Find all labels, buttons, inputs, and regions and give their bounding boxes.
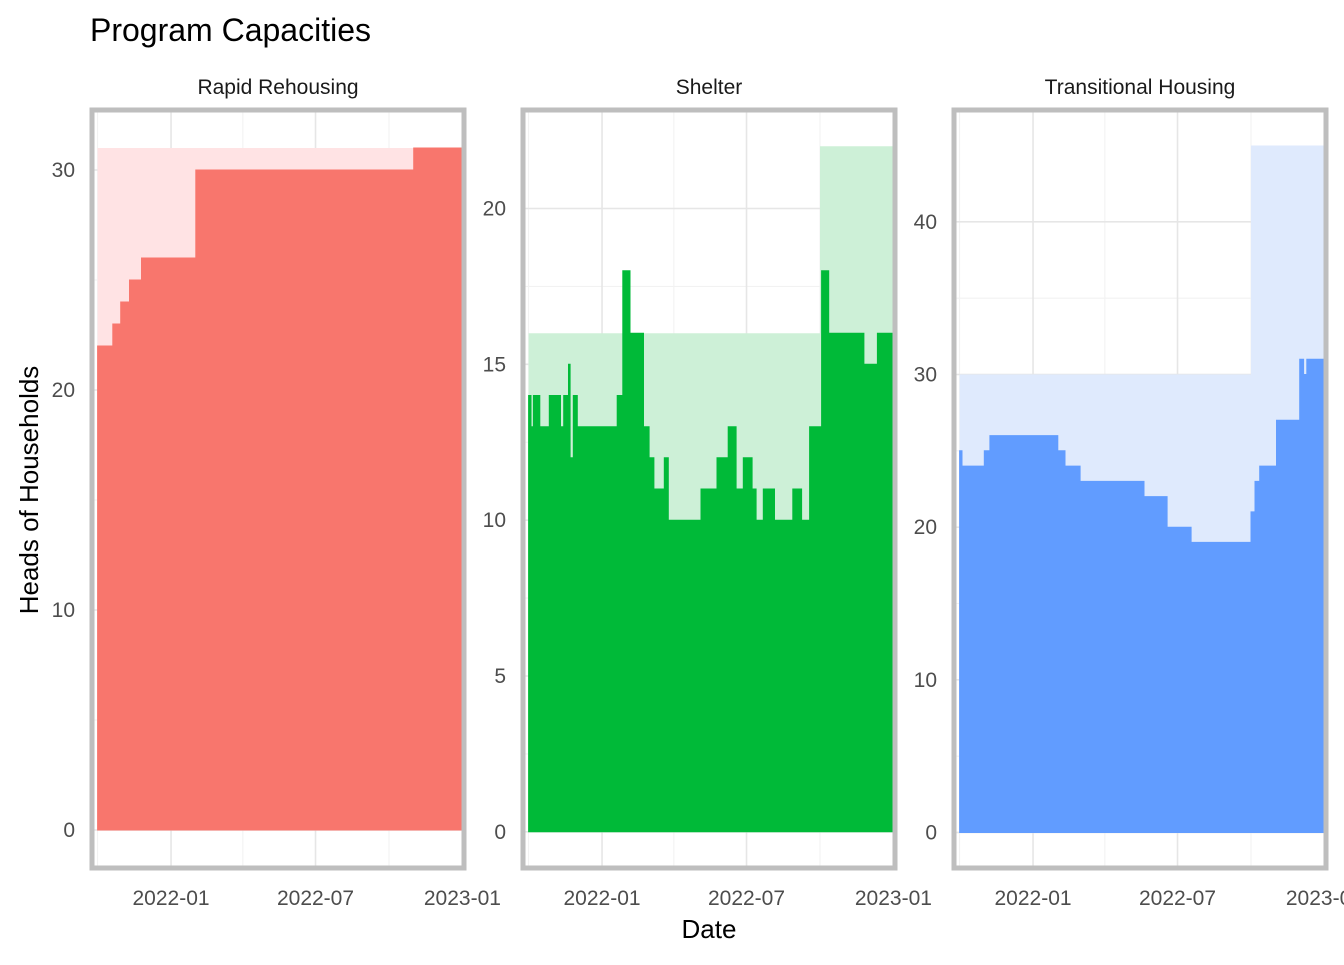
panel-border (951, 107, 1329, 871)
y-axis-title: Heads of Households (14, 366, 44, 615)
utilization-area-rapid-rehousing (97, 147, 463, 831)
y-tick-label: 0 (494, 821, 506, 844)
panel-border (89, 107, 467, 871)
panel-rapid-rehousing: Rapid Rehousing 0 10 20 30 2022-01 2022-07 2023… (52, 76, 501, 910)
x-axis-title: Date (682, 914, 737, 944)
x-tick-label: 2022-01 (563, 887, 640, 910)
panel-strip-label: Transitional Housing (1045, 76, 1236, 99)
x-tick-label: 2022-01 (132, 887, 209, 910)
facet-panels: Rapid Rehousing 0 10 20 30 2022-01 2022-07 2023… (52, 76, 1344, 910)
y-tick-label: 30 (914, 364, 937, 387)
panel-transitional-housing: Transitional Housing 0 10 20 30 40 2022-01 2022… (914, 76, 1344, 910)
y-tick-label: 5 (494, 665, 506, 688)
utilization-area-transitional-housing (959, 358, 1325, 833)
x-tick-label: 2022-07 (708, 887, 785, 910)
y-tick-label: 40 (914, 211, 937, 234)
panel-strip-label: Rapid Rehousing (197, 76, 358, 99)
y-tick-label: 0 (925, 821, 937, 844)
y-tick-label: 0 (63, 819, 75, 842)
x-tick-label: 2023-01 (424, 887, 501, 910)
x-tick-label: 2022-01 (994, 887, 1071, 910)
y-tick-label: 15 (483, 353, 506, 376)
y-tick-label: 10 (52, 599, 75, 622)
utilization-area-shelter (528, 270, 894, 833)
x-tick-label: 2022-07 (1139, 887, 1216, 910)
x-tick-label: 2023-01 (855, 887, 932, 910)
y-tick-label: 30 (52, 159, 75, 182)
y-tick-label: 20 (914, 516, 937, 539)
panel-shelter: Shelter 0 5 10 15 20 2022-01 2022-07 2023-01 (483, 76, 932, 910)
x-tick-label: 2022-07 (277, 887, 354, 910)
panel-border (520, 107, 898, 871)
chart-title: Program Capacities (90, 12, 371, 48)
y-tick-label: 20 (483, 198, 506, 221)
y-tick-label: 10 (483, 509, 506, 532)
panel-strip-label: Shelter (676, 76, 743, 99)
x-tick-label: 2023-01 (1286, 887, 1344, 910)
y-tick-label: 10 (914, 669, 937, 692)
y-tick-label: 20 (52, 379, 75, 402)
